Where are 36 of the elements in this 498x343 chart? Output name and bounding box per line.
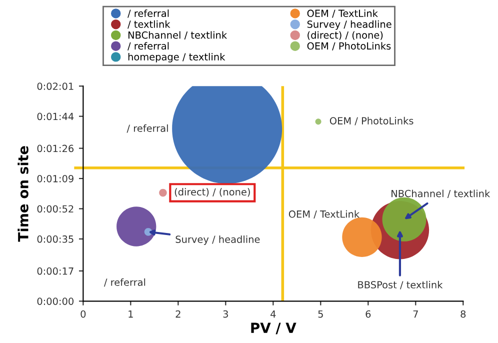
y-tick-label: 0:01:26 bbox=[37, 144, 74, 152]
annotation: OEM / PhotoLinks bbox=[330, 116, 414, 126]
y-axis-title: Time on site bbox=[18, 146, 28, 242]
annotation: OEM / TextLink bbox=[288, 210, 360, 219]
annotation: Survey / headline bbox=[176, 235, 260, 245]
x-tick-label: 2 bbox=[176, 310, 180, 318]
annotation: / referral bbox=[126, 124, 168, 133]
x-tick-label: 3 bbox=[223, 310, 228, 318]
x-tick-label: 6 bbox=[366, 310, 371, 318]
x-tick-label: 1 bbox=[128, 310, 133, 318]
y-tick-label: 0:01:09 bbox=[37, 174, 74, 182]
x-tick-label: 7 bbox=[413, 310, 418, 318]
legend-label: Survey / headline bbox=[307, 20, 392, 30]
legend-label: NBChannel / textlink bbox=[128, 31, 228, 40]
y-tick-label: 0:00:17 bbox=[37, 267, 74, 275]
legend-label: homepage / textlink bbox=[128, 52, 226, 62]
x-tick-label: 5 bbox=[318, 310, 323, 318]
y-tick-label: 0:02:01 bbox=[37, 82, 74, 90]
legend-label: (direct) / (none) bbox=[308, 31, 383, 40]
annotation: NBChannel / textlink bbox=[392, 190, 490, 198]
annotation: BBSPost / textlink bbox=[358, 280, 443, 290]
legend-label: OEM / PhotoLinks bbox=[307, 42, 391, 50]
x-tick-label: 8 bbox=[460, 310, 466, 318]
y-tick-label: 0:00:00 bbox=[37, 298, 74, 305]
x-axis-title: PV / V bbox=[251, 322, 296, 334]
x-tick-label: 4 bbox=[270, 310, 276, 318]
annotation: (direct) / (none) bbox=[174, 188, 250, 197]
annotation: / referral bbox=[104, 278, 146, 287]
legend-label: / textlink bbox=[128, 20, 170, 29]
legend-label: / referral bbox=[128, 42, 169, 50]
y-tick-label: 0:01:44 bbox=[37, 112, 74, 120]
legend-label: OEM / TextLink bbox=[307, 9, 378, 18]
x-tick-label: 0 bbox=[80, 310, 86, 318]
y-tick-label: 0:00:52 bbox=[37, 205, 74, 213]
y-tick-label: 0:00:35 bbox=[37, 235, 74, 243]
legend-label: / referral bbox=[128, 9, 169, 18]
